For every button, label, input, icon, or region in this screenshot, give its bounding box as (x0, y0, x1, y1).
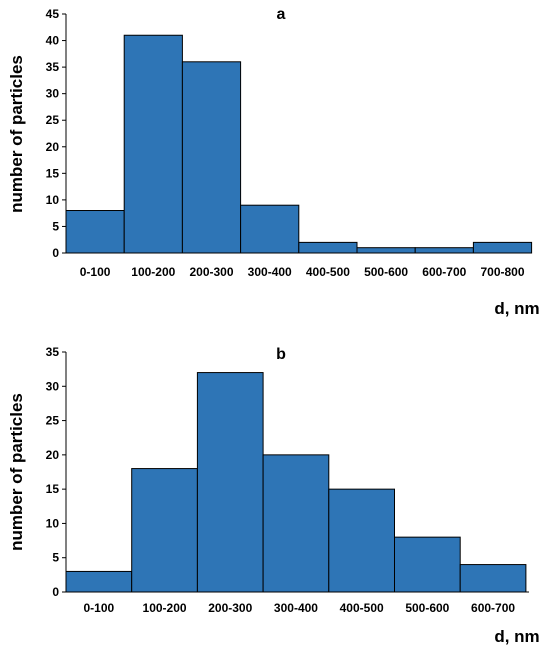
y-tick-label: 10 (46, 193, 60, 207)
x-tick-label: 300-400 (274, 601, 318, 615)
y-tick-label: 5 (52, 551, 59, 565)
x-tick-label: 400-500 (306, 265, 350, 279)
x-tick-label: 500-600 (405, 601, 449, 615)
bar-0-100 (65, 570, 133, 593)
y-tick-label: 35 (46, 345, 60, 359)
y-tick-label: 0 (52, 246, 59, 260)
bar-0-100 (65, 210, 125, 254)
bar-300-400 (240, 204, 300, 254)
x-tick-label: 500-600 (364, 265, 408, 279)
bar-400-500 (298, 241, 358, 254)
chart-panel-a: 0-100 100-200 200-300 300-400 400-500 500-600… (7, 6, 540, 318)
bar-500-600 (394, 536, 461, 593)
x-tick-label: 200-300 (208, 601, 252, 615)
bar-500-600 (356, 247, 416, 254)
bar-400-500 (328, 488, 395, 593)
x-tick-label: 700-800 (480, 265, 524, 279)
bar-600-700 (414, 247, 474, 254)
y-tick-label: 0 (52, 585, 59, 599)
x-tick-label: 100-200 (143, 601, 187, 615)
y-tick-label: 20 (46, 140, 60, 154)
x-tick-label: 400-500 (340, 601, 384, 615)
x-tick-label: 600-700 (422, 265, 466, 279)
x-tick-label: 0-100 (80, 265, 111, 279)
bar-200-300 (181, 61, 242, 254)
x-axis-label: d, nm (494, 299, 539, 318)
y-tick-label: 30 (46, 379, 60, 393)
y-tick-label: 10 (46, 516, 60, 530)
y-tick-label: 25 (46, 414, 60, 428)
x-tick-label: 300-400 (248, 265, 292, 279)
y-tick-label: 25 (46, 113, 60, 127)
y-tick-label: 20 (46, 448, 60, 462)
y-tick-label: 5 (52, 219, 59, 233)
panel-label: a (277, 6, 286, 23)
y-axis-label: number of particles (7, 55, 26, 213)
x-tick-label: 200-300 (189, 265, 233, 279)
x-axis-label: d, nm (494, 627, 539, 646)
bar-300-400 (262, 454, 330, 593)
y-tick-label: 45 (46, 7, 60, 21)
y-tick-label: 35 (46, 60, 60, 74)
x-tick-label: 600-700 (471, 601, 515, 615)
bar-700-800 (472, 241, 533, 254)
x-tick-label: 100-200 (131, 265, 175, 279)
x-tick-label: 0-100 (83, 601, 114, 615)
y-tick-label: 40 (46, 34, 60, 48)
y-axis-label: number of particles (7, 393, 26, 551)
bar-600-700 (459, 564, 527, 593)
bar-100-200 (123, 34, 183, 254)
bar-200-300 (196, 372, 264, 593)
panel-label: b (276, 346, 286, 363)
y-tick-label: 15 (46, 482, 60, 496)
bar-100-200 (131, 468, 198, 593)
chart-panel-b: 0-100 100-200 200-300 300-400 400-500 500-600… (7, 345, 540, 646)
y-tick-label: 30 (46, 87, 60, 101)
y-tick-label: 15 (46, 166, 60, 180)
